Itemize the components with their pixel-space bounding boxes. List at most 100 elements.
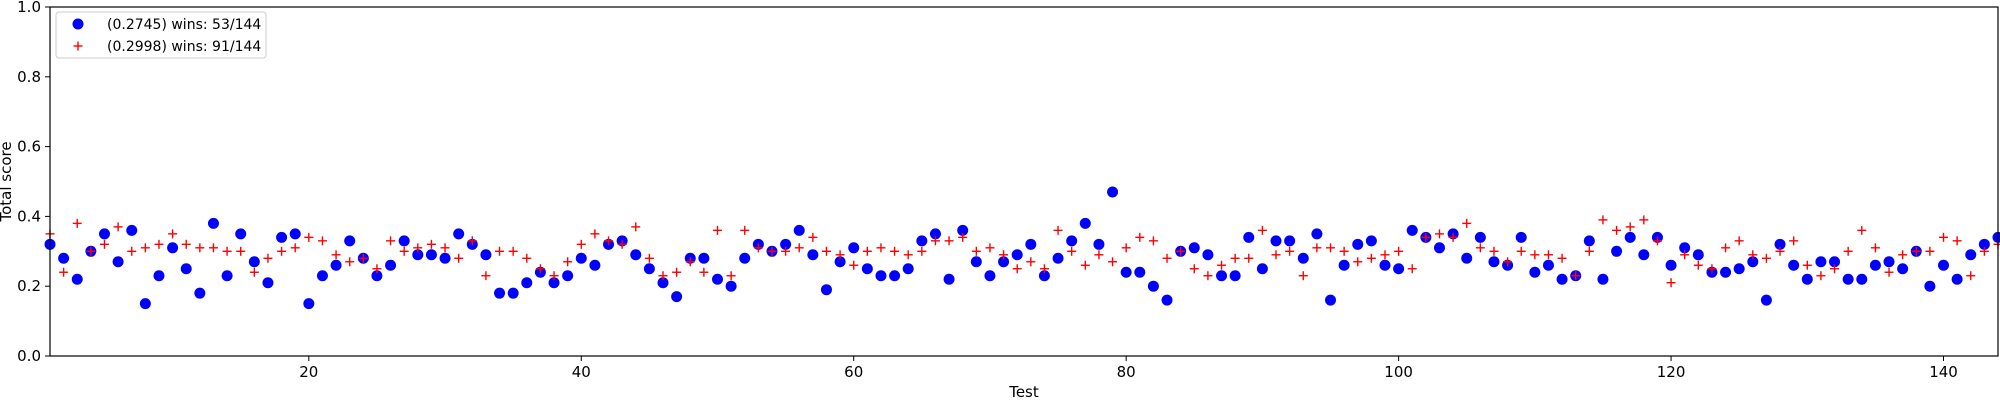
point-series-1: [549, 271, 559, 281]
point-series-0: [480, 249, 492, 261]
point-series-1: [1516, 246, 1526, 256]
y-tick-label: 0.2: [17, 277, 41, 295]
point-series-0: [1107, 186, 1119, 198]
point-series-0: [957, 224, 969, 236]
point-series-1: [413, 243, 423, 253]
point-series-1: [1203, 271, 1213, 281]
point-series-0: [1093, 238, 1105, 250]
point-series-1: [1176, 246, 1186, 256]
point-series-1: [1475, 243, 1485, 253]
point-series-0: [385, 259, 397, 271]
legend-box: [55, 11, 267, 59]
point-series-1: [1380, 250, 1390, 260]
point-series-1: [753, 243, 763, 253]
point-series-0: [1965, 249, 1977, 261]
point-series-1: [317, 236, 327, 246]
point-series-1: [454, 253, 464, 263]
point-series-1: [890, 246, 900, 256]
point-series-0: [1720, 266, 1732, 278]
x-tick-label: 60: [844, 363, 863, 381]
point-series-0: [371, 270, 383, 282]
point-series-0: [1556, 273, 1568, 285]
point-series-1: [1966, 271, 1976, 281]
y-tick-label: 0.6: [17, 138, 41, 156]
point-series-1: [1680, 250, 1690, 260]
point-series-0: [521, 277, 533, 289]
point-series-1: [1761, 253, 1771, 263]
point-series-1: [1421, 232, 1431, 242]
point-series-0: [1760, 294, 1772, 306]
point-series-0: [1256, 263, 1268, 275]
point-series-0: [194, 287, 206, 299]
point-series-0: [316, 270, 328, 282]
point-series-0: [548, 277, 560, 289]
point-series-1: [1394, 246, 1404, 256]
point-series-1: [358, 253, 368, 263]
point-series-1: [399, 246, 409, 256]
point-series-1: [1121, 243, 1131, 253]
y-axis-label: Total score: [0, 141, 15, 222]
point-series-1: [331, 250, 341, 260]
y-tick-label: 0.4: [17, 207, 41, 225]
point-series-0: [1665, 259, 1677, 271]
point-series-1: [236, 246, 246, 256]
point-series-1: [440, 243, 450, 253]
point-series-0: [834, 256, 846, 268]
point-series-1: [821, 246, 831, 256]
point-series-1: [917, 246, 927, 256]
point-series-1: [1639, 215, 1649, 225]
point-series-1: [1434, 229, 1444, 239]
point-series-1: [1053, 225, 1063, 235]
point-series-1: [740, 225, 750, 235]
point-series-0: [207, 217, 219, 229]
point-series-0: [1692, 249, 1704, 261]
point-series-1: [903, 250, 913, 260]
point-series-1: [1693, 260, 1703, 270]
point-series-1: [590, 229, 600, 239]
point-series-0: [1638, 249, 1650, 261]
point-series-1: [1748, 250, 1758, 260]
point-series-1: [849, 260, 859, 270]
point-series-0: [1474, 231, 1486, 243]
point-series-1: [1162, 253, 1172, 263]
legend-marker-plus: [73, 41, 83, 51]
point-series-0: [820, 284, 832, 296]
point-series-0: [1433, 242, 1445, 254]
point-series-1: [1135, 232, 1145, 242]
point-series-1: [1407, 264, 1417, 274]
point-series-1: [154, 239, 164, 249]
point-series-0: [793, 224, 805, 236]
point-series-0: [1216, 270, 1228, 282]
point-series-0: [1161, 294, 1173, 306]
point-series-0: [507, 287, 519, 299]
point-series-0: [1829, 256, 1841, 268]
point-series-0: [1529, 266, 1541, 278]
point-series-1: [971, 246, 981, 256]
point-series-1: [290, 243, 300, 253]
point-series-1: [617, 239, 627, 249]
point-series-1: [127, 246, 137, 256]
point-series-0: [167, 242, 179, 254]
point-series-0: [1134, 266, 1146, 278]
point-series-1: [1911, 246, 1921, 256]
point-series-1: [59, 267, 69, 277]
point-series-1: [426, 239, 436, 249]
point-series-0: [698, 252, 710, 264]
point-series-0: [1461, 252, 1473, 264]
point-series-0: [984, 270, 996, 282]
point-series-1: [658, 271, 668, 281]
point-series-0: [575, 252, 587, 264]
point-series-1: [930, 236, 940, 246]
point-series-1: [835, 250, 845, 260]
point-series-0: [1788, 259, 1800, 271]
point-series-0: [139, 298, 151, 310]
point-series-1: [140, 243, 150, 253]
point-series-1: [1148, 236, 1158, 246]
legend-label-series-1: (0.2998) wins: 91/144: [107, 39, 261, 55]
x-tick-label: 120: [1657, 363, 1686, 381]
y-tick-label: 1.0: [17, 0, 41, 16]
point-series-0: [1679, 242, 1691, 254]
point-series-1: [1503, 257, 1513, 267]
point-series-1: [1339, 246, 1349, 256]
